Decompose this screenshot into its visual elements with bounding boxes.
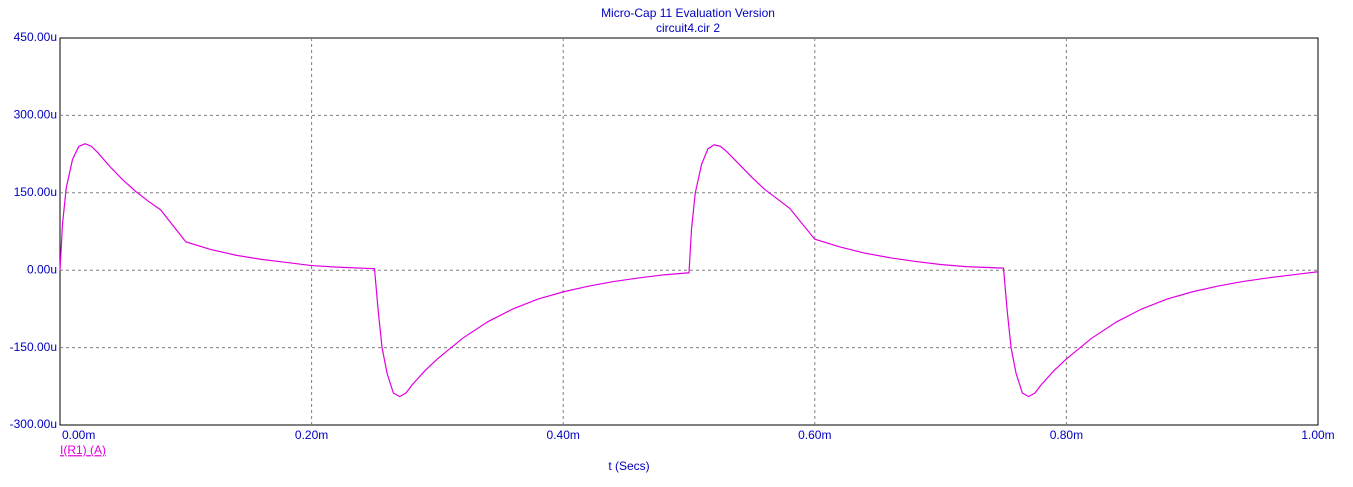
y-tick-label: -150.00u — [10, 340, 57, 354]
y-tick-label: 450.00u — [14, 30, 57, 44]
y-tick-label: 0.00u — [27, 262, 57, 276]
x-tick-label: 0.20m — [295, 428, 328, 442]
y-tick-label: -300.00u — [10, 417, 57, 431]
legend-entry: I(R1) (A) — [60, 443, 106, 457]
x-tick-label: 0.00m — [62, 428, 95, 442]
chart-subtitle: circuit4.cir 2 — [656, 21, 720, 35]
y-tick-label: 300.00u — [14, 108, 57, 122]
series-line — [59, 143, 1319, 398]
plot-frame — [59, 37, 1319, 426]
x-tick-label: 0.60m — [798, 428, 831, 442]
chart-title: Micro-Cap 11 Evaluation Version — [601, 6, 775, 20]
x-axis-label: t (Secs) — [608, 459, 649, 473]
x-tick-label: 1.00m — [1301, 428, 1334, 442]
y-tick-label: 150.00u — [14, 185, 57, 199]
x-tick-label: 0.80m — [1050, 428, 1083, 442]
x-tick-label: 0.40m — [547, 428, 580, 442]
